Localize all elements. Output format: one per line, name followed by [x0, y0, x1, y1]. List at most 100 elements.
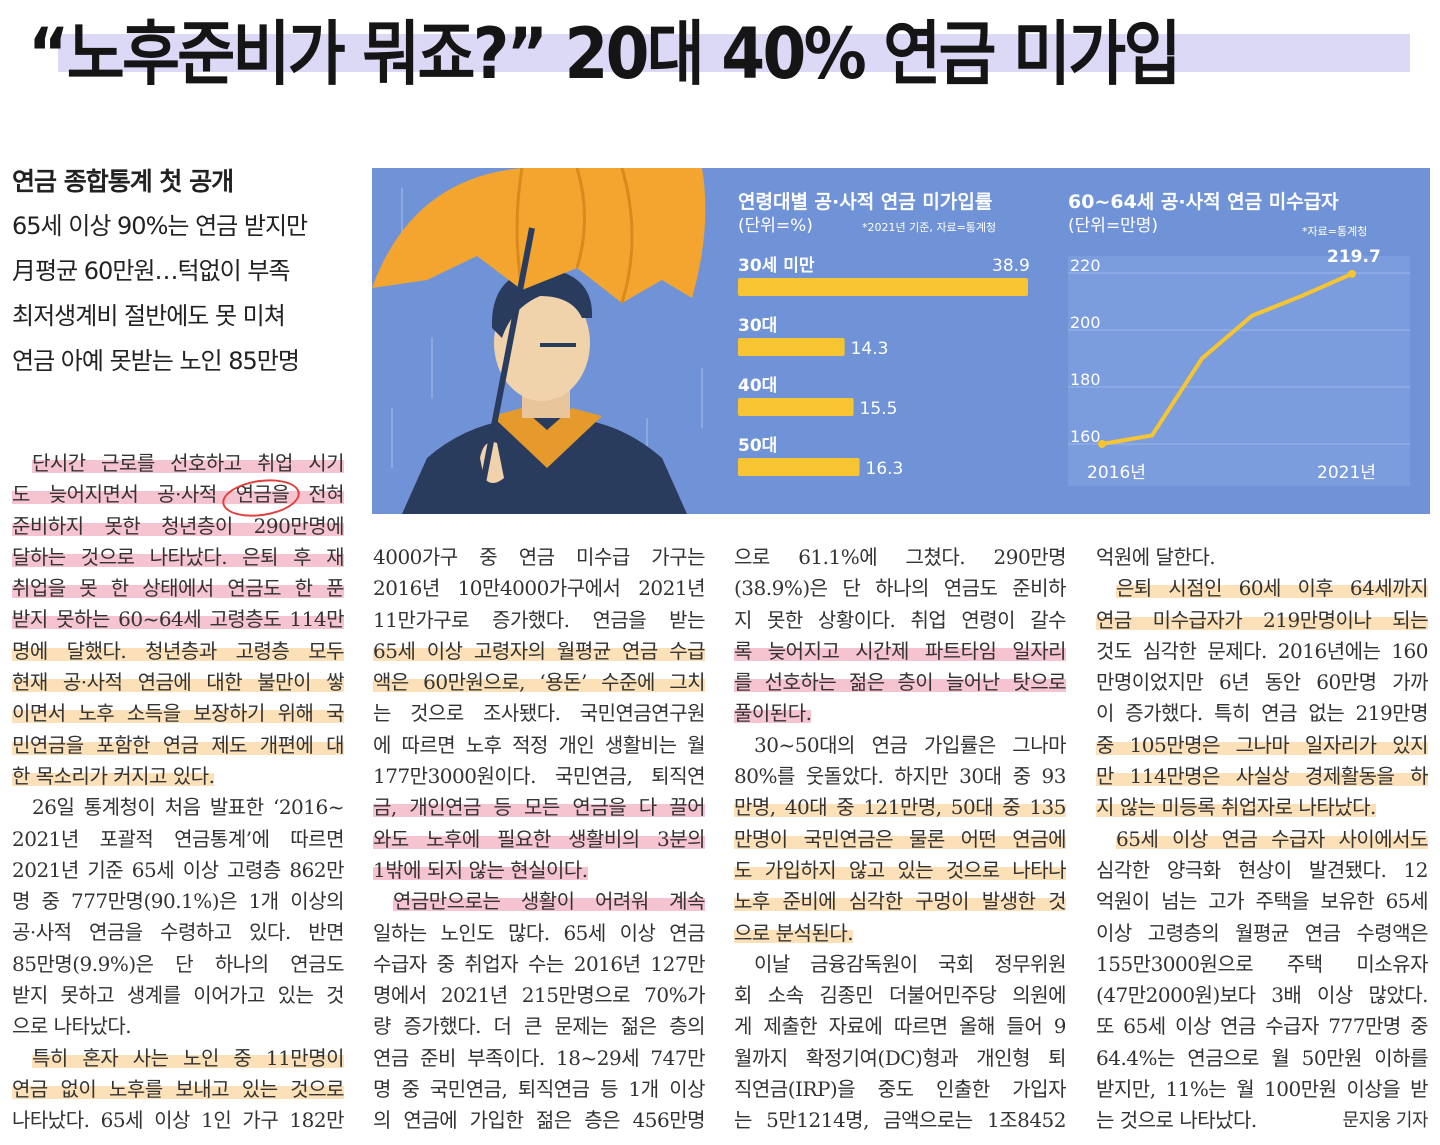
- bar-chart-unit: (단위=%): [738, 216, 813, 236]
- body-line: 또 65세 이상 연금 수급자 777만명 중: [1096, 1011, 1429, 1042]
- y-tick-label: 160: [1070, 427, 1101, 446]
- bar-category-label: 50대: [738, 436, 777, 456]
- body-line: 수급자 중 취업자 수는 2016년 127만: [373, 949, 706, 980]
- body-line-text: 연금 미수급자가 219만명이나 되는: [1096, 607, 1429, 632]
- body-line-text: 만명이 국민연금은 물론 어떤 연금에: [734, 826, 1067, 851]
- body-line: 이면서 노후 소득을 보장하기 위해 국: [12, 698, 345, 729]
- headline: “노후준비가 뭐죠?” 20대 40% 연금 미가입: [28, 13, 1181, 95]
- body-line-text: 명 중 777만명(90.1%)은 1개 이상의: [12, 889, 345, 914]
- y-tick-label: 200: [1070, 313, 1101, 332]
- subhead-line-2: 月평균 60만원…턱없이 부족: [12, 257, 291, 285]
- umbrella-illustration: [372, 168, 706, 514]
- body-line-text: 액은 60만원으로, ‘용돈’ 수준에 그치: [373, 670, 706, 695]
- body-line: 월까지 확정기여(DC)형과 개인형 퇴: [734, 1043, 1067, 1074]
- body-line-text: 직연금(IRP)을 중도 인출한 가입자: [734, 1077, 1067, 1102]
- byline: 문지웅 기자: [1342, 1110, 1428, 1132]
- body-line: 에 따르면 노후 적정 개인 생활비는 월: [373, 730, 706, 761]
- body-line-text: 4000가구 중 연금 미수급 가구는: [373, 545, 706, 569]
- subhead-line-4: 연금 아예 못받는 노인 85만명: [12, 347, 300, 375]
- bar-chart: 연령대별 공·사적 연금 미가입률 (단위=%) *2021년 기준, 자료=통…: [738, 191, 1030, 479]
- body-line: 은퇴 시점인 60세 이후 64세까지: [1096, 573, 1429, 604]
- body-line-text: 받지 못하는 60~64세 고령층도 114만: [12, 607, 345, 632]
- body-line-text: 회 소속 김종민 더불어민주당 의원에: [734, 983, 1067, 1008]
- body-line-text: 노후 준비에 심각한 구멍이 발생한 것: [734, 889, 1067, 914]
- body-line-text: 85만명(9.9%)은 단 하나의 연금도: [12, 951, 345, 976]
- subhead-line-1: 65세 이상 90%는 연금 받지만: [12, 212, 308, 240]
- body-line: 연금 없이 노후를 보내고 있는 것으로: [12, 1074, 345, 1105]
- body-line: 만명이 국민연금은 물론 어떤 연금에: [734, 824, 1067, 855]
- body-line: 80%를 웃돌았다. 하지만 30대 중 93: [734, 761, 1067, 792]
- body-line: 명에서 2021년 215만명으로 70%가: [373, 980, 706, 1011]
- body-line-text: 만명이었지만 6년 동안 60만명 가까: [1096, 670, 1429, 695]
- body-line: 민연금을 포함한 연금 제도 개편에 대: [12, 730, 345, 761]
- body-line: 것도 심각한 문제다. 2016년에는 160: [1096, 636, 1429, 667]
- body-line-text: 2021년 포괄적 연금통계’에 따르면: [12, 826, 345, 851]
- body-line-text: 만 114만명은 사실상 경제활동을 하: [1096, 764, 1429, 789]
- body-line: 와도 노후에 필요한 생활비의 3분의: [373, 824, 706, 855]
- body-line-text: 량 증가했다. 더 큰 문제는 젊은 층의: [373, 1014, 706, 1039]
- body-column-3: 으로 61.1%에 그쳤다. 290만명 (38.9%)은 단 하나의 연금도 준…: [734, 542, 1067, 1137]
- line-plot: 220 200 180 160 219.7 2016년 2021년: [1068, 247, 1410, 483]
- bar-chart-source: *2021년 기준, 자료=통계청: [862, 221, 996, 234]
- body-line: 받지 못하고 생계를 이어가고 있는 것: [12, 980, 345, 1011]
- bar: [738, 458, 860, 476]
- infographic-svg: 연령대별 공·사적 연금 미가입률 (단위=%) *2021년 기준, 자료=통…: [372, 168, 1410, 514]
- body-line-text: 일하는 노인도 많다. 65세 이상 연금: [373, 920, 706, 945]
- body-line: 으로 나타났다.: [12, 1011, 344, 1042]
- body-line: 만명이었지만 6년 동안 60만명 가까: [1096, 667, 1429, 698]
- body-line: 도 가입하지 않고 있는 것으로 나타나: [734, 855, 1067, 886]
- line-chart-title: 60~64세 공·사적 연금 미수급자: [1068, 191, 1339, 213]
- body-line: 풀이된다.: [734, 698, 1066, 729]
- body-line: 연금 미수급자가 219만명이나 되는: [1096, 605, 1429, 636]
- body-line-text: 명 중 국민연금, 퇴직연금 등 1개 이상: [373, 1077, 706, 1102]
- body-line: 공·사적 연금을 수령하고 있다. 반면: [12, 917, 345, 948]
- y-tick-label: 180: [1070, 370, 1101, 389]
- body-line: 는 것으로 나타났다. 문지웅 기자: [1096, 1105, 1428, 1136]
- line-chart-plot-bg: [1068, 256, 1410, 486]
- body-line: 억원에 달한다.: [1096, 542, 1428, 573]
- body-line: 이날 금융감독원이 국회 정무위원: [734, 949, 1067, 980]
- body-line-text: 으로 61.1%에 그쳤다. 290만명: [734, 545, 1067, 569]
- subheads: 연금 종합통계 첫 공개 65세 이상 90%는 연금 받지만 月평균 60만원…: [12, 160, 357, 384]
- body-line-text: 도 가입하지 않고 있는 것으로 나타나: [734, 857, 1067, 882]
- body-line-text: 받지 못하고 생계를 이어가고 있는 것: [12, 983, 345, 1008]
- body-line-text: 는 것으로 나타났다.: [1096, 1108, 1257, 1133]
- body-line: 일하는 노인도 많다. 65세 이상 연금: [373, 918, 706, 949]
- subhead-line-3: 최저생계비 절반에도 못 미쳐: [12, 302, 286, 330]
- subhead-main: 연금 종합통계 첫 공개: [12, 167, 234, 196]
- bar-value-label: 16.3: [866, 459, 904, 479]
- body-line-text: 26일 통계청이 처음 발표한 ‘2016~: [32, 795, 345, 820]
- body-line-text: 명에 달했다. 청년층과 고령층 모두: [12, 638, 345, 663]
- body-line: 64.4%는 연금으로 월 50만원 이하를: [1096, 1043, 1429, 1074]
- body-line: (47만2000원)보다 3배 이상 많았다.: [1096, 980, 1429, 1011]
- body-line: 액은 60만원으로, ‘용돈’ 수준에 그치: [373, 667, 706, 698]
- body-line: 만명, 40대 중 121만명, 50대 중 135: [734, 792, 1067, 823]
- body-line: 으로 61.1%에 그쳤다. 290만명: [734, 542, 1067, 573]
- body-line-text: 금, 개인연금 등 모든 연금을 다 끌어: [373, 795, 706, 820]
- body-line-text: 월까지 확정기여(DC)형과 개인형 퇴: [734, 1045, 1067, 1070]
- body-line-text: 에 따르면 노후 적정 개인 생활비는 월: [373, 732, 706, 757]
- body-column-1: 단시간 근로를 선호하고 취업 시기 도 늦어지면서 공·사적 연금을 전혀 준비하…: [12, 448, 345, 1137]
- bar: [738, 338, 845, 356]
- bar-category-label: 30대: [738, 316, 777, 336]
- body-line: 4000가구 중 연금 미수급 가구는: [373, 542, 706, 573]
- data-point: [1348, 269, 1356, 278]
- body-line: 30~50대의 연금 가입률은 그나마: [734, 730, 1067, 761]
- body-line-text: 2016년 10만4000가구에서 2021년: [373, 576, 706, 601]
- body-line: 2021년 기준 65세 이상 고령층 862만: [12, 855, 345, 886]
- bar: [738, 278, 1028, 296]
- body-line: 이상 고령층의 월평균 연금 수령액은: [1096, 918, 1429, 949]
- body-line: 1밖에 되지 않는 현실이다.: [373, 855, 705, 886]
- body-line-text: 풀이된다.: [734, 701, 812, 726]
- body-line-text: (47만2000원)보다 3배 이상 많았다.: [1096, 983, 1429, 1008]
- body-line-text: 록 늦어지고 시간제 파트타임 일자리: [734, 638, 1067, 663]
- body-line-text: 2021년 기준 65세 이상 고령층 862만: [12, 857, 345, 882]
- infographic: 연령대별 공·사적 연금 미가입률 (단위=%) *2021년 기준, 자료=통…: [372, 168, 1430, 514]
- body-line-text: 이날 금융감독원이 국회 정무위원: [754, 951, 1067, 976]
- body-line: 의 연금에 가입한 젊은 층은 456만명: [373, 1105, 706, 1136]
- x-tick-label: 2016년: [1087, 463, 1146, 483]
- data-point: [1098, 440, 1106, 448]
- body-line-text: 명에서 2021년 215만명으로 70%가: [373, 983, 706, 1008]
- body-line-text: (38.9%)은 단 하나의 연금도 준비하: [734, 576, 1067, 601]
